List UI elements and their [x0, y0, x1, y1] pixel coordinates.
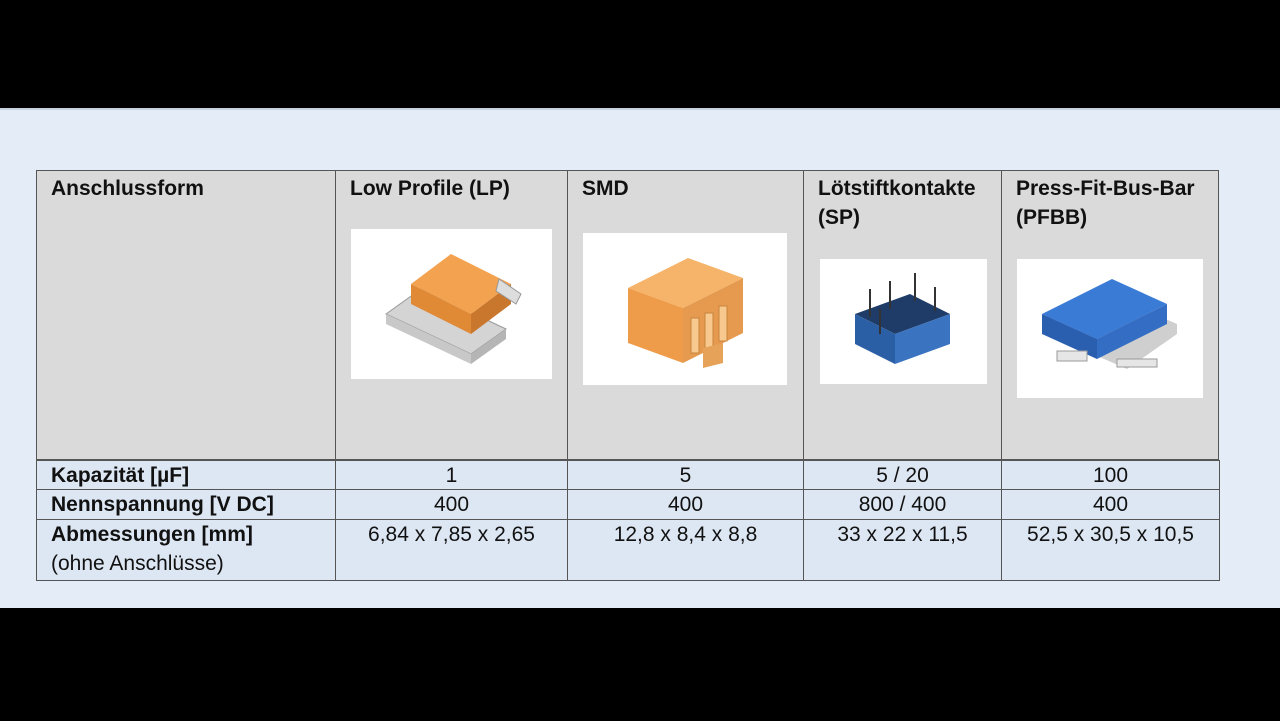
data-cell: 5	[567, 460, 804, 490]
cell-text: 1	[445, 464, 458, 487]
cell-text: 800 / 400	[858, 493, 947, 516]
row-label: Abmessungen [mm]	[51, 523, 253, 546]
row-label: Kapazität [µF]	[51, 464, 190, 487]
header-text: Anschlussform	[51, 177, 204, 200]
data-cell: 800 / 400	[803, 489, 1002, 520]
data-cell: 100	[1001, 460, 1220, 490]
row-label: Nennspannung [V DC]	[51, 493, 274, 516]
data-cell: 6,84 x 7,85 x 2,65	[335, 519, 568, 581]
header-text: Press-Fit-Bus-Bar (PFBB)	[1016, 177, 1195, 229]
row-label-cell: Kapazität [µF]	[36, 460, 336, 490]
row-label-cell: Abmessungen [mm] (ohne Anschlüsse)	[36, 519, 336, 581]
data-cell: 5 / 20	[803, 460, 1002, 490]
header-cell: Press-Fit-Bus-Bar (PFBB)	[1001, 170, 1219, 460]
data-cell: 400	[1001, 489, 1220, 520]
product-image	[351, 229, 552, 379]
cell-text: 33 x 22 x 11,5	[837, 523, 968, 546]
product-image	[820, 259, 987, 384]
cell-text: 400	[1092, 493, 1129, 516]
data-cell: 400	[567, 489, 804, 520]
header-cell: Low Profile (LP)	[335, 170, 568, 460]
header-cell: Lötstiftkontakte (SP)	[803, 170, 1002, 460]
data-cell: 33 x 22 x 11,5	[803, 519, 1002, 581]
cell-text: 5	[679, 464, 692, 487]
data-cell: 52,5 x 30,5 x 10,5	[1001, 519, 1220, 581]
header-text: Low Profile (LP)	[350, 177, 510, 200]
data-cell: 12,8 x 8,4 x 8,8	[567, 519, 804, 581]
cell-text: 52,5 x 30,5 x 10,5	[1027, 523, 1194, 546]
slide-panel: Anschlussform Low Profile (LP) SMD Lötst…	[0, 108, 1280, 608]
data-cell: 400	[335, 489, 568, 520]
cell-text: 5 / 20	[876, 464, 929, 487]
cell-text: 400	[433, 493, 470, 516]
header-text: Lötstiftkontakte (SP)	[818, 177, 976, 229]
header-cell: Anschlussform	[36, 170, 336, 460]
cell-text: 100	[1092, 464, 1129, 487]
product-image	[1017, 259, 1203, 398]
header-cell: SMD	[567, 170, 804, 460]
cell-text: 400	[667, 493, 704, 516]
header-text: SMD	[582, 177, 629, 200]
cell-text: 6,84 x 7,85 x 2,65	[368, 523, 535, 546]
data-cell: 1	[335, 460, 568, 490]
row-label-cell: Nennspannung [V DC]	[36, 489, 336, 520]
product-image	[583, 233, 787, 385]
cell-text: 12,8 x 8,4 x 8,8	[613, 523, 758, 546]
row-note: (ohne Anschlüsse)	[51, 552, 224, 575]
